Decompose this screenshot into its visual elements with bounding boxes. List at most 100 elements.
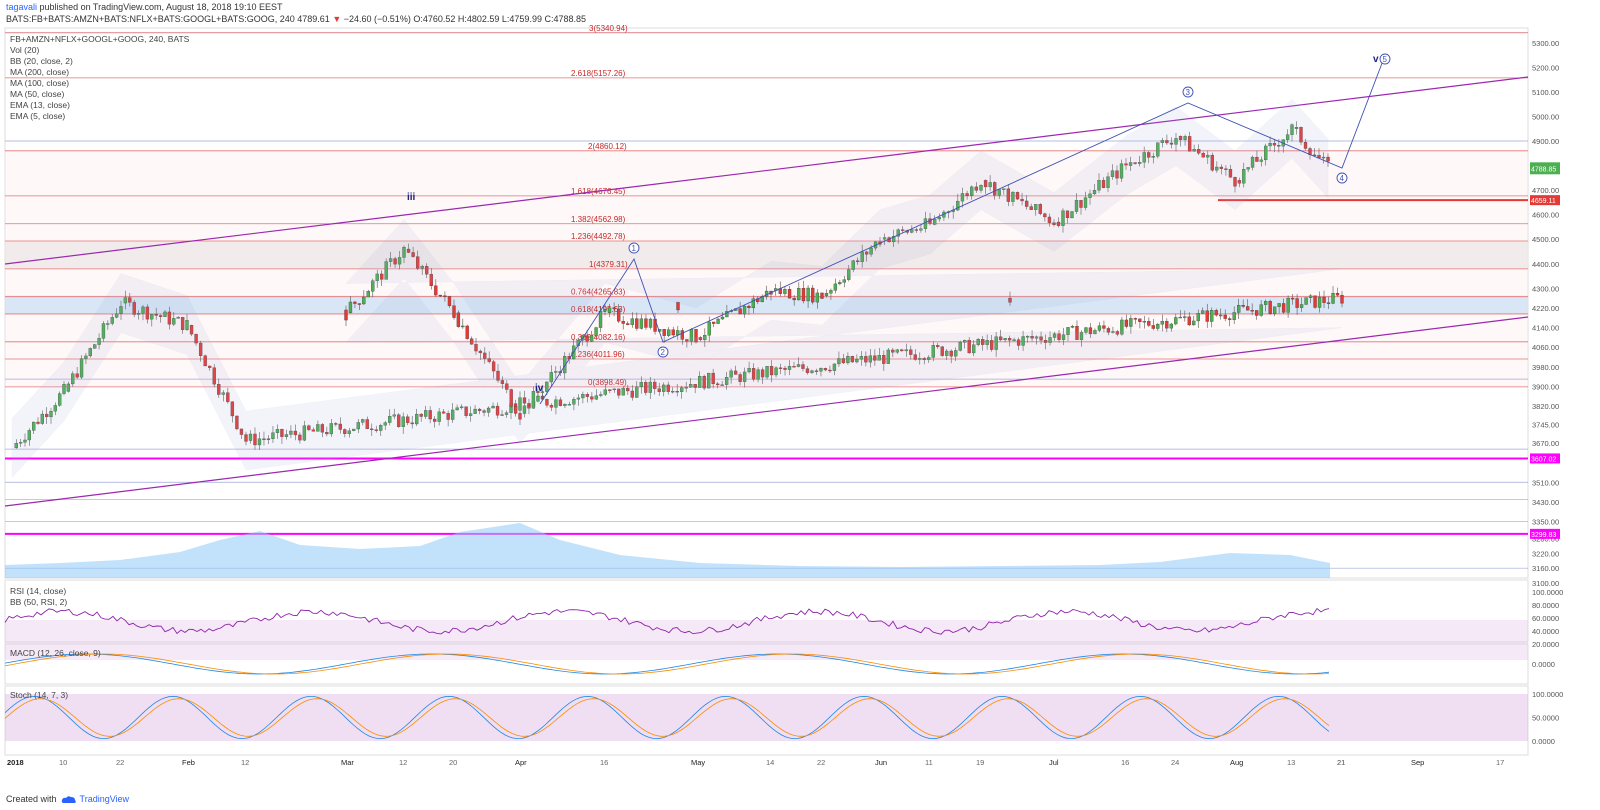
candle — [1079, 199, 1083, 215]
candle-body — [1264, 145, 1268, 161]
candle-body — [474, 344, 478, 352]
candle-body — [576, 397, 581, 400]
legend: FB+AMZN+NFLX+GOOGL+GOOG, 240, BATS Vol (… — [10, 34, 189, 122]
candle-body — [307, 425, 311, 430]
candle-body — [110, 317, 114, 324]
candle — [329, 419, 333, 437]
candle-body — [607, 307, 612, 314]
candle-body — [630, 390, 634, 398]
candle-body — [993, 182, 997, 196]
candle-body — [1192, 149, 1196, 152]
candle-body — [751, 298, 756, 309]
candle-body — [914, 229, 919, 231]
candle-body — [1335, 292, 1340, 296]
candle-body — [1165, 321, 1169, 329]
candle-body — [1237, 305, 1241, 313]
candle-body — [366, 291, 370, 298]
red-level-tag — [1530, 195, 1560, 206]
candle — [198, 340, 203, 362]
candle — [352, 428, 356, 432]
candle — [415, 408, 419, 426]
candle — [478, 349, 483, 360]
candle — [1264, 143, 1268, 166]
candle-body — [1111, 331, 1115, 333]
candle — [1137, 155, 1142, 167]
candle-body — [141, 306, 145, 314]
candle-body — [1196, 313, 1200, 322]
candle-body — [1061, 210, 1065, 226]
wave-circle — [657, 346, 669, 358]
candle — [401, 412, 405, 434]
candle-body — [1101, 180, 1106, 188]
candle — [742, 367, 747, 388]
candle — [450, 403, 455, 423]
time-axis-label: 20 — [449, 758, 457, 767]
candle-body — [356, 422, 360, 430]
candle-body — [1093, 330, 1097, 335]
symbol-line: BATS:FB+BATS:AMZN+BATS:NFLX+BATS:GOOGL+B… — [6, 14, 586, 24]
candle — [262, 431, 266, 446]
fib-label: 0.618(4195.63) — [571, 305, 626, 314]
price-axis-label: 3280.00 — [1532, 535, 1559, 544]
tradingview-link[interactable]: TradingView — [61, 794, 129, 804]
candle-body — [703, 335, 707, 340]
candle — [495, 402, 500, 419]
candle — [1250, 155, 1255, 171]
candle-body — [581, 394, 585, 399]
candle-body — [787, 289, 792, 299]
author-link[interactable]: tagavali — [6, 2, 38, 12]
time-axis-label: 21 — [1337, 758, 1345, 767]
candle-body — [456, 312, 461, 327]
candle — [1228, 164, 1233, 178]
candle-body — [84, 355, 88, 359]
candle-body — [1232, 312, 1236, 320]
chart-canvas[interactable]: 5300.005200.005100.005000.004900.004800.… — [0, 0, 1600, 790]
candle — [1142, 315, 1147, 329]
candle — [666, 381, 670, 395]
candle-body — [536, 391, 540, 393]
candle-body — [320, 424, 325, 433]
candle — [751, 363, 756, 382]
candle-body — [365, 419, 369, 430]
candle-body — [49, 410, 53, 418]
candle-body — [32, 421, 36, 431]
candle — [257, 432, 262, 450]
candle — [774, 366, 778, 378]
candle-body — [343, 429, 347, 434]
candle-body — [949, 350, 953, 357]
candle-body — [1322, 296, 1326, 303]
candle-body — [1007, 338, 1012, 341]
candle — [1092, 184, 1097, 196]
candle-body — [896, 229, 900, 237]
candle — [461, 318, 465, 329]
candle-body — [856, 260, 860, 262]
candle — [877, 348, 881, 361]
candle — [738, 372, 742, 386]
candle-body — [707, 372, 711, 389]
candle-body — [464, 406, 468, 416]
candle-body — [284, 434, 289, 437]
price-axis-label: 3980.00 — [1532, 363, 1559, 372]
wave-circle — [628, 242, 640, 254]
pink-level-tag — [1530, 528, 1560, 539]
candle — [518, 391, 522, 416]
candle — [644, 314, 648, 330]
candle-body — [1233, 177, 1237, 187]
candle-body — [1281, 303, 1286, 313]
candle-body — [1228, 169, 1233, 178]
candle — [505, 380, 509, 394]
candle-body — [983, 180, 988, 188]
candle — [1335, 287, 1340, 297]
candle — [1138, 318, 1142, 329]
candle-body — [1263, 301, 1268, 305]
candle-body — [1214, 310, 1218, 316]
candle-body — [128, 297, 132, 303]
candle-body — [406, 416, 410, 423]
candle — [32, 421, 36, 435]
candle-body — [478, 350, 483, 354]
candle — [97, 333, 101, 350]
candle-body — [675, 390, 679, 393]
candle — [653, 379, 657, 395]
candle-body — [522, 405, 527, 414]
price-axis-label: 5000.00 — [1532, 112, 1559, 121]
